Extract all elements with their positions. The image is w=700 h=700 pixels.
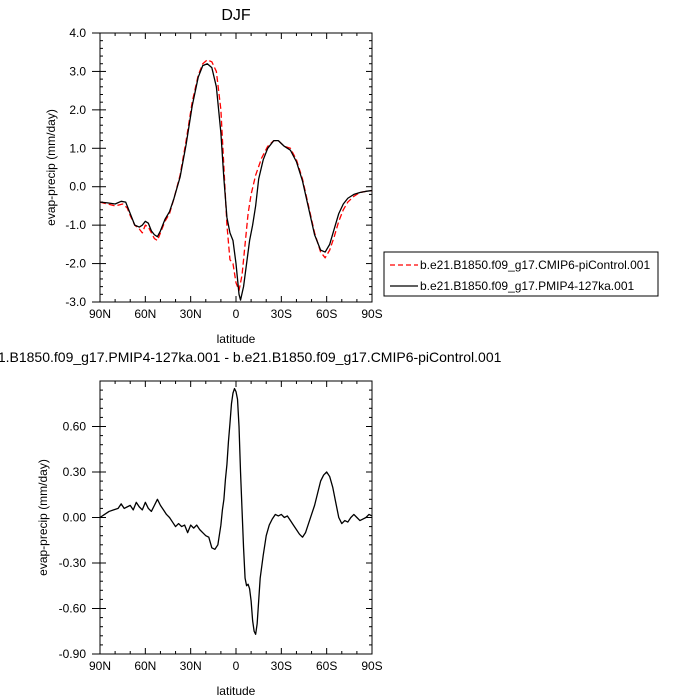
x-axis-label: latitude — [217, 332, 256, 346]
x-tick-label: 60S — [316, 659, 337, 673]
y-tick-label: -0.60 — [59, 602, 87, 616]
x-tick-label: 90N — [89, 659, 111, 673]
x-tick-label: 60S — [316, 307, 337, 321]
y-tick-label: 0.60 — [63, 420, 87, 434]
y-tick-label: 4.0 — [69, 26, 86, 40]
x-tick-label: 90N — [89, 307, 111, 321]
series-line-1-0 — [99, 387, 373, 635]
y-tick-label: 1.0 — [69, 141, 86, 155]
x-tick-label: 0 — [233, 307, 240, 321]
y-tick-label: -0.90 — [59, 647, 87, 661]
y-axis-label: evap-precip (mm/day) — [36, 459, 50, 576]
y-tick-label: -2.0 — [65, 257, 86, 271]
chart-title: DJF — [221, 7, 251, 24]
legend-label-picontrol: b.e21.B1850.f09_g17.CMIP6-piControl.001 — [420, 258, 650, 272]
legend-box — [383, 251, 659, 297]
x-axis-label: latitude — [217, 684, 256, 698]
y-tick-label: 0.30 — [63, 465, 87, 479]
x-tick-label: 60N — [134, 659, 156, 673]
y-tick-label: -3.0 — [65, 295, 86, 309]
y-tick-label: 3.0 — [69, 64, 86, 78]
djf-evap-precip-chart: DJF 90N 60N 30N 0 30S 60S 90S 4.0 3.0 2.0 1.0 0.0 -1… — [44, 7, 659, 346]
x-tick-label: 90S — [361, 307, 382, 321]
x-tick-label: 30S — [271, 307, 292, 321]
legend: b.e21.B1850.f09_g17.CMIP6-piControl.001 … — [383, 251, 659, 297]
x-tick-label: 0 — [233, 659, 240, 673]
plot-frame — [99, 380, 373, 655]
x-tick-label: 60N — [134, 307, 156, 321]
series-line-0-1 — [99, 63, 373, 301]
x-tick-label: 30N — [180, 307, 202, 321]
chart-title: b.e21.B1850.f09_g17.PMIP4-127ka.001 - b.… — [0, 349, 502, 365]
x-tick-label: 30S — [271, 659, 292, 673]
y-tick-label: -0.30 — [59, 556, 87, 570]
difference-evap-precip-chart: b.e21.B1850.f09_g17.PMIP4-127ka.001 - b.… — [0, 349, 502, 698]
y-axis-label: evap-precip (mm/day) — [44, 109, 58, 226]
y-tick-label: 0.0 — [69, 180, 86, 194]
x-tick-label: 90S — [361, 659, 382, 673]
x-tick-label: 30N — [180, 659, 202, 673]
y-tick-label: -1.0 — [65, 218, 86, 232]
y-tick-label: 0.00 — [63, 511, 87, 525]
y-tick-label: 2.0 — [69, 103, 86, 117]
legend-label-127ka: b.e21.B1850.f09_g17.PMIP4-127ka.001 — [420, 279, 634, 293]
series-line-0-0 — [99, 59, 373, 292]
